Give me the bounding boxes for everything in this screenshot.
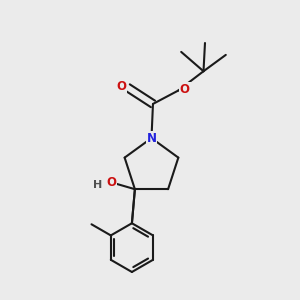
Text: O: O <box>116 80 126 93</box>
Text: O: O <box>180 83 190 96</box>
Text: N: N <box>146 132 157 145</box>
Text: H: H <box>93 180 103 190</box>
Text: O: O <box>106 176 116 189</box>
